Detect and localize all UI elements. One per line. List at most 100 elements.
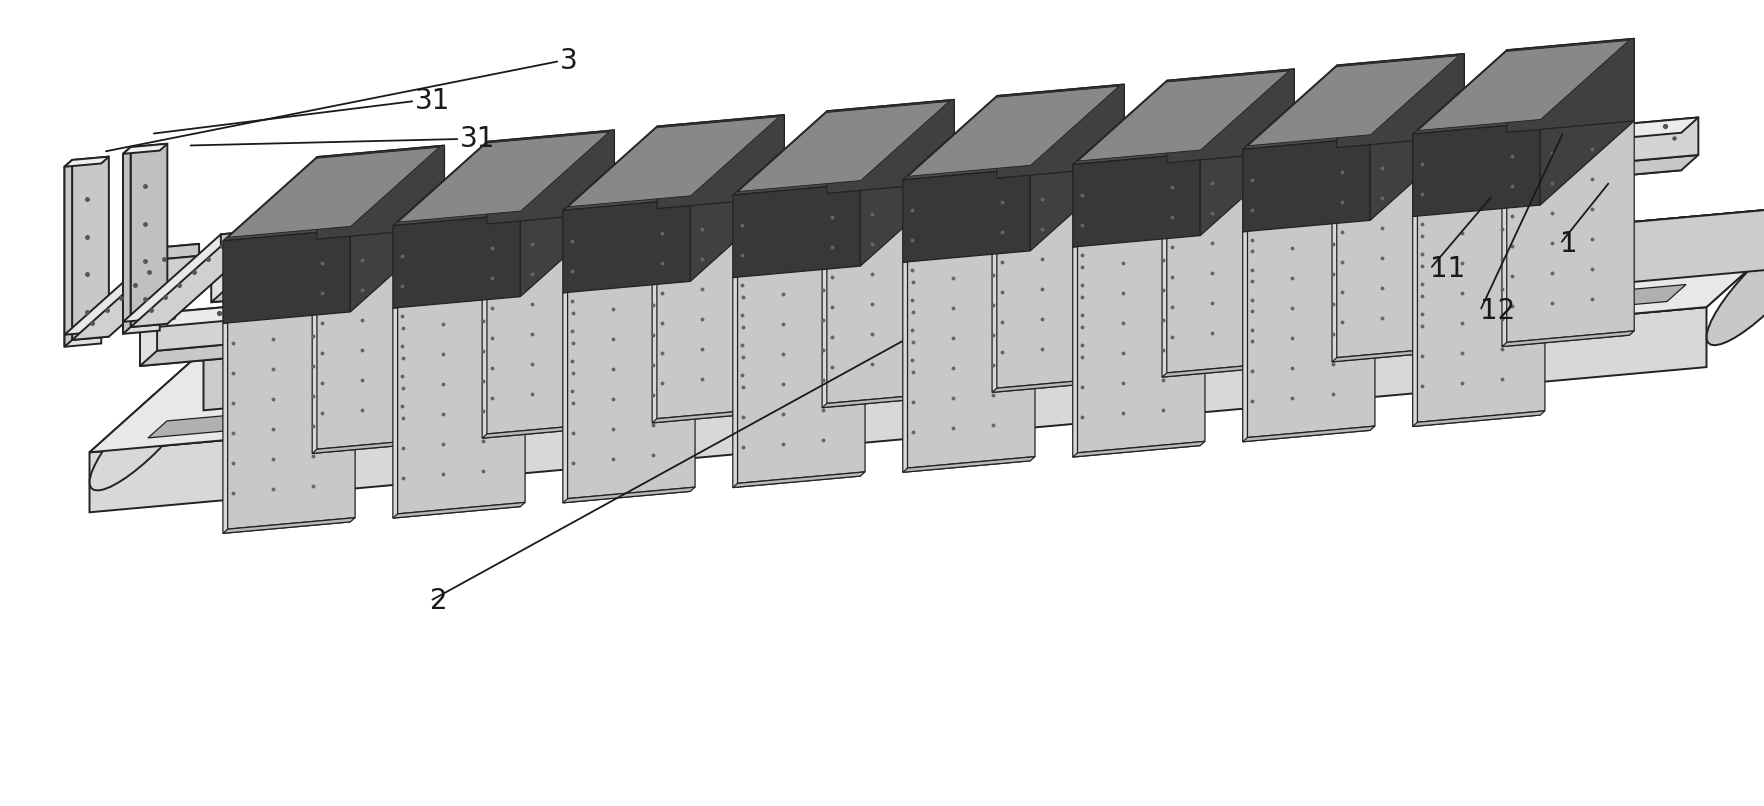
Polygon shape (991, 171, 1120, 393)
Polygon shape (1030, 84, 1124, 251)
Polygon shape (732, 184, 861, 277)
Polygon shape (139, 197, 1611, 366)
Polygon shape (1413, 411, 1545, 426)
Polygon shape (148, 285, 1686, 438)
Polygon shape (212, 155, 1699, 302)
Polygon shape (1418, 40, 1628, 131)
Polygon shape (907, 247, 1035, 468)
Polygon shape (399, 132, 609, 222)
Polygon shape (653, 202, 780, 423)
Polygon shape (228, 147, 439, 237)
Polygon shape (393, 130, 614, 226)
Polygon shape (563, 114, 785, 210)
Polygon shape (1501, 331, 1633, 347)
Polygon shape (482, 422, 614, 438)
Polygon shape (312, 232, 439, 454)
Polygon shape (65, 164, 101, 347)
Polygon shape (1162, 361, 1295, 377)
Polygon shape (123, 151, 161, 334)
Polygon shape (222, 312, 351, 534)
Polygon shape (123, 147, 131, 334)
Polygon shape (653, 407, 785, 423)
Polygon shape (393, 297, 520, 518)
Polygon shape (822, 392, 954, 408)
Polygon shape (482, 217, 610, 438)
Polygon shape (1337, 136, 1464, 358)
Polygon shape (65, 156, 109, 167)
Polygon shape (1073, 153, 1200, 247)
Polygon shape (1506, 121, 1633, 343)
Polygon shape (65, 160, 72, 347)
Polygon shape (1078, 71, 1289, 161)
Polygon shape (1708, 227, 1764, 345)
Polygon shape (351, 145, 445, 312)
Polygon shape (827, 182, 954, 404)
Polygon shape (228, 118, 1699, 287)
Polygon shape (1247, 56, 1459, 146)
Polygon shape (90, 205, 1764, 452)
Polygon shape (563, 281, 690, 503)
Polygon shape (131, 143, 168, 327)
Polygon shape (318, 228, 445, 449)
Polygon shape (157, 181, 1626, 351)
Polygon shape (690, 114, 785, 281)
Polygon shape (568, 117, 780, 207)
Polygon shape (827, 99, 954, 193)
Polygon shape (1506, 39, 1633, 132)
Text: 12: 12 (1480, 297, 1515, 325)
Polygon shape (162, 244, 199, 260)
Polygon shape (139, 181, 1626, 329)
Polygon shape (903, 84, 1124, 180)
Polygon shape (72, 256, 199, 340)
Polygon shape (212, 118, 1699, 264)
Polygon shape (1413, 39, 1633, 134)
Polygon shape (90, 205, 1764, 452)
Polygon shape (822, 186, 949, 408)
Polygon shape (1413, 123, 1540, 217)
Polygon shape (220, 231, 258, 247)
Polygon shape (903, 251, 1030, 472)
Polygon shape (222, 145, 445, 241)
Polygon shape (1501, 125, 1630, 347)
Polygon shape (732, 266, 861, 488)
Polygon shape (487, 130, 614, 224)
Polygon shape (737, 102, 949, 192)
Polygon shape (1540, 39, 1633, 205)
Polygon shape (656, 114, 785, 209)
Polygon shape (1078, 231, 1205, 453)
Polygon shape (568, 277, 695, 499)
Polygon shape (732, 472, 864, 488)
Text: 31: 31 (460, 125, 496, 153)
Polygon shape (72, 156, 109, 340)
Polygon shape (131, 243, 258, 327)
Polygon shape (908, 86, 1118, 177)
Polygon shape (228, 308, 355, 529)
Polygon shape (1166, 69, 1295, 163)
Polygon shape (65, 244, 199, 334)
Polygon shape (1162, 156, 1289, 377)
Polygon shape (1073, 69, 1295, 164)
Polygon shape (1242, 220, 1371, 442)
Polygon shape (123, 143, 168, 154)
Polygon shape (563, 199, 690, 293)
Polygon shape (123, 231, 258, 322)
Polygon shape (90, 372, 203, 490)
Polygon shape (997, 167, 1124, 388)
Text: 3: 3 (559, 47, 579, 75)
Polygon shape (1242, 426, 1374, 442)
Polygon shape (1166, 152, 1295, 373)
Polygon shape (487, 213, 614, 434)
Polygon shape (1332, 140, 1459, 362)
Polygon shape (737, 262, 864, 484)
Text: 31: 31 (415, 87, 450, 115)
Polygon shape (393, 214, 520, 308)
Polygon shape (312, 438, 445, 454)
Polygon shape (90, 307, 1706, 513)
Polygon shape (203, 205, 1764, 410)
Polygon shape (393, 502, 526, 518)
Polygon shape (732, 99, 954, 195)
Polygon shape (318, 145, 445, 239)
Polygon shape (1247, 216, 1374, 438)
Polygon shape (903, 168, 1030, 262)
Text: 2: 2 (430, 587, 448, 615)
